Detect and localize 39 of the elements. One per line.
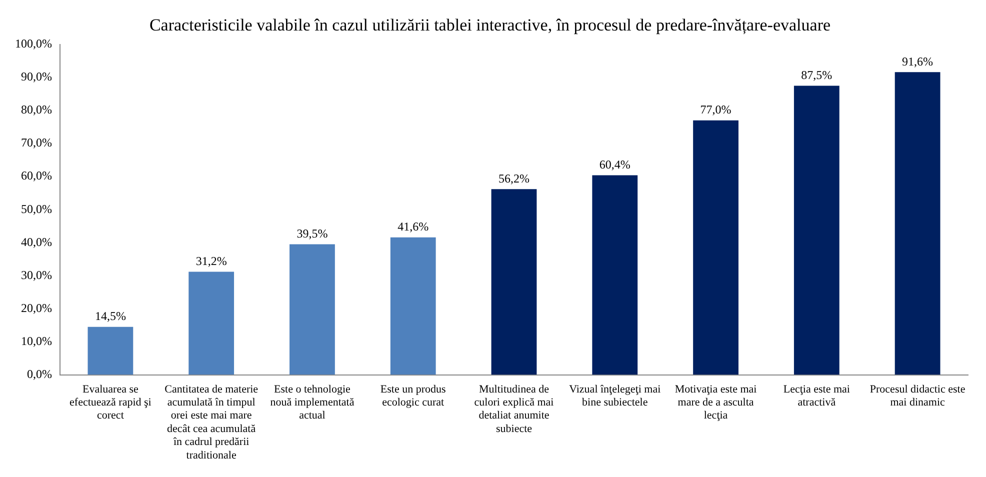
bar (693, 120, 738, 375)
data-label: 87,5% (801, 68, 832, 82)
data-label: 77,0% (700, 102, 732, 117)
x-tick-label: Lecţia este mai atractivă (783, 383, 850, 408)
bar (188, 272, 234, 375)
x-tick-label: Cantitatea de materie acumulată în timpul orei este mai mare decât cea acumulată în cadrul predării traditionale (164, 383, 258, 462)
y-tick-label: 60,0% (20, 168, 52, 183)
x-tick-label: Motivaţia este mai mare de a asculta lecţia (674, 383, 757, 422)
y-tick-label: 80,0% (20, 102, 52, 117)
data-label: 31,2% (196, 254, 227, 268)
y-tick-label: 0,0% (26, 366, 52, 381)
data-label: 56,2% (498, 171, 530, 186)
bar (390, 237, 436, 375)
bar (88, 326, 134, 375)
bar (290, 244, 335, 375)
y-tick-label: 50,0% (20, 202, 52, 216)
x-tick-label: Evaluarea se efectuează rapid şi corect (70, 383, 152, 422)
y-tick-label: 40,0% (20, 234, 52, 249)
bar (491, 189, 537, 375)
data-label: 91,6% (902, 54, 934, 68)
bar (592, 175, 638, 375)
data-label: 14,5% (94, 309, 126, 324)
y-tick-label: 70,0% (20, 136, 52, 150)
y-tick-label: 100,0% (14, 36, 52, 51)
y-tick-label: 10,0% (20, 334, 52, 348)
chart-title: Caracteristicile valabile în cazul utilizării tablei interactive, în procesul de predare-învățare-evaluare (149, 16, 831, 35)
y-tick-label: 90,0% (20, 70, 52, 84)
x-tick-label: Vizual înţelegeţi mai bine subiectele (569, 383, 661, 408)
y-tick-label: 30,0% (20, 268, 52, 282)
bar (794, 86, 840, 375)
data-label: 39,5% (296, 226, 328, 240)
x-tick-label: Procesul didactic este mai dinamic (870, 383, 966, 408)
data-label: 60,4% (599, 157, 630, 172)
x-tick-label: Multitudinea de culori explică mai detaliat anumite subiecte (474, 383, 554, 435)
bar (894, 72, 940, 375)
y-tick-label: 20,0% (20, 300, 52, 315)
x-tick-label: Este un produs ecologic curat (380, 383, 446, 408)
x-tick-label: Este o tehnologie nouă implementată actual (270, 383, 354, 422)
data-label: 41,6% (398, 220, 429, 234)
